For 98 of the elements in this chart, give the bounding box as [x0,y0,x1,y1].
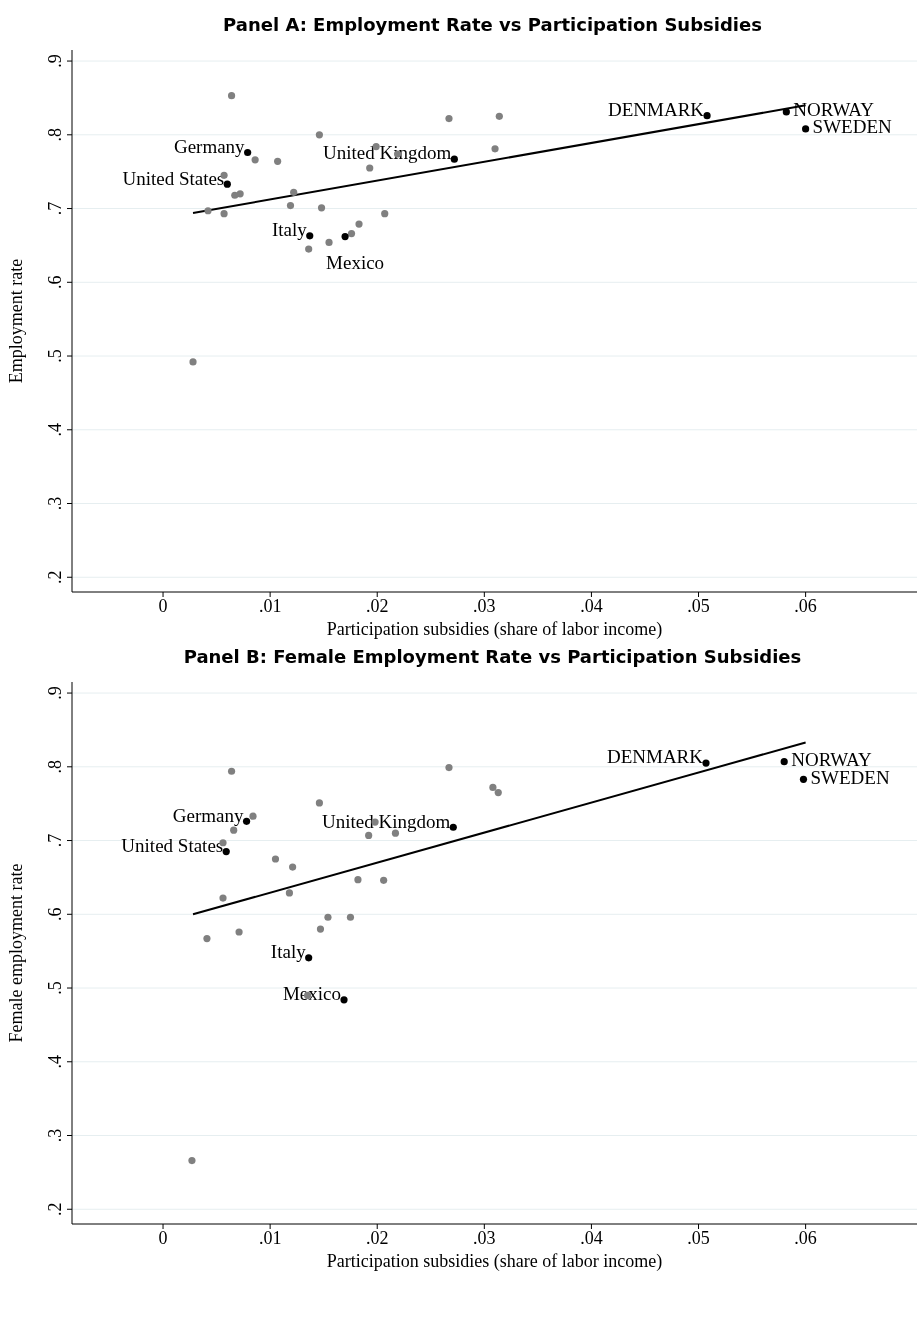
point [366,164,374,172]
y-tick-label: .6 [45,907,65,922]
point [380,876,388,884]
point [702,759,710,767]
point [189,358,197,366]
y-tick-label: .2 [45,570,65,584]
point [204,207,212,215]
annotation: United States [121,834,224,856]
point [799,775,808,783]
x-tick-label: .02 [365,595,389,616]
annotation: Italy [271,219,308,241]
point [802,125,810,133]
point [203,935,211,943]
point [222,848,230,856]
point [236,190,244,198]
point [491,145,499,153]
point [703,112,711,120]
y-tick-label: .2 [45,1202,65,1216]
annotation: DENMARK [608,98,705,120]
point [365,831,373,839]
x-axis-title: Participation subsidies (share of labor income) [325,1250,664,1272]
chart-title: Panel A: Employment Rate vs Participation Subsidies [222,13,763,37]
point [780,758,788,766]
point [341,232,349,241]
annotation: Italy [270,941,307,963]
annotation: Germany [172,804,245,826]
point [227,92,236,100]
x-axis-title: Participation subsidies (share of labor income) [325,618,664,640]
point [289,863,297,871]
x-tick-label: .02 [365,1227,389,1248]
point [355,220,363,228]
y-tick-label: .9 [45,54,65,68]
x-tick-label: .03 [473,1227,496,1248]
point [317,204,326,212]
point [220,210,228,218]
x-tick-label: .01 [258,595,282,616]
point [290,188,298,196]
point [347,230,356,238]
point [494,789,502,797]
point [346,913,355,921]
point [251,156,259,164]
y-tick-label: .7 [45,201,65,216]
point [354,876,362,884]
annotation: United Kingdom [322,810,451,832]
y-tick-label: .5 [45,349,65,363]
y-axis-title: Employment rate [6,258,27,384]
point [223,180,231,188]
point [285,889,294,897]
x-tick-label: .05 [687,595,710,616]
point [230,826,238,834]
y-tick-label: .4 [45,423,65,437]
x-tick-label: .06 [794,1227,817,1248]
y-tick-label: .3 [45,1128,65,1143]
x-tick-label: .01 [258,1227,282,1248]
annotation: United Kingdom [323,142,452,164]
point [315,799,323,807]
y-tick-label: .8 [45,760,65,774]
point [235,928,243,936]
annotation: DENMARK [606,746,704,768]
chart-title: Panel B: Female Employment Rate vs Participation Subsidies [182,645,803,669]
point [274,157,282,165]
point [495,112,503,120]
annotation: Mexico [326,251,385,273]
x-tick-label: .04 [580,595,603,616]
point [227,767,236,775]
point [325,238,333,247]
y-tick-label: .6 [45,275,65,290]
x-tick-label: .05 [687,1227,710,1248]
y-axis-title: Female employment rate [6,863,27,1043]
y-tick-label: .4 [45,1055,65,1069]
point [340,996,348,1004]
x-tick-label: .06 [794,595,817,616]
point [249,812,257,820]
point [489,783,497,792]
point [271,855,280,863]
x-tick-label: .03 [473,595,496,616]
point [316,925,325,933]
y-tick-label: .3 [45,496,65,511]
y-tick-label: .8 [45,128,65,142]
annotation: Germany [173,135,246,157]
x-tick-label: 0 [158,595,168,616]
annotation: United States [122,167,225,189]
point [188,1156,196,1165]
point [315,131,323,139]
y-tick-label: .9 [45,686,65,700]
point [782,108,790,116]
point [445,114,453,123]
annotation: Mexico [282,983,342,1005]
point [219,894,227,902]
point [445,763,453,772]
point [324,913,332,921]
y-tick-label: .7 [45,833,65,848]
point [305,245,313,253]
point [286,202,295,210]
y-tick-label: .5 [45,981,65,995]
x-tick-label: 0 [158,1227,168,1248]
point [381,210,389,218]
x-tick-label: .04 [580,1227,603,1248]
